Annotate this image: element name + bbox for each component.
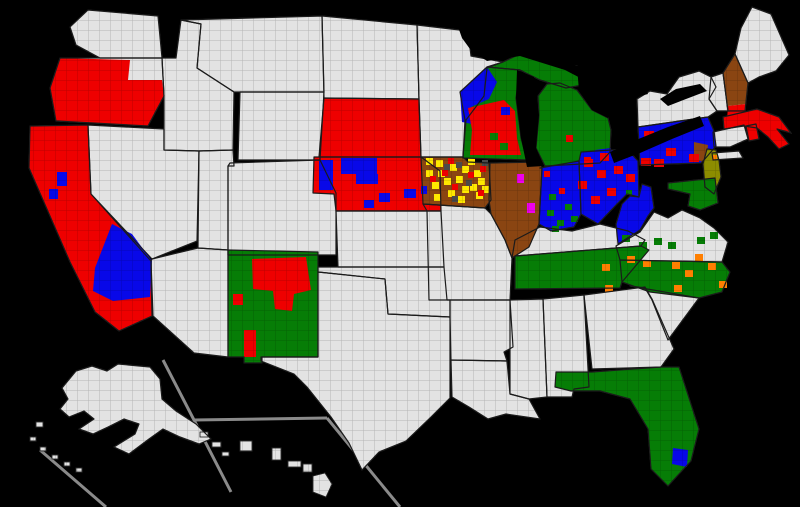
border-louisiana (450, 359, 541, 420)
border-florida (554, 366, 700, 487)
border-hawaii-big-island (312, 472, 333, 498)
border-long-island (711, 150, 744, 161)
border-vermont (708, 72, 729, 112)
alaska-aleutian-divider (39, 448, 107, 507)
border-aleutian-1 (35, 421, 44, 428)
border-pennsylvania (637, 116, 717, 166)
border-connecticut (712, 124, 749, 148)
county-cell (468, 158, 475, 165)
border-hawaii-maui (302, 463, 313, 473)
border-new-hampshire (722, 53, 749, 112)
border-ohio (578, 148, 640, 225)
border-alaska-se-1 (199, 431, 209, 438)
great-lakes (457, 24, 707, 167)
border-alaska (59, 363, 212, 455)
border-hawaii-oahu (271, 447, 282, 461)
border-aleutian-5 (63, 461, 71, 467)
border-mississippi (509, 298, 548, 400)
border-rhode-island (745, 123, 760, 142)
border-texas (260, 271, 451, 471)
border-alaska-se-3 (221, 451, 230, 457)
lake-michigan (516, 70, 544, 167)
border-maryland-delaware (667, 177, 719, 211)
border-aleutian-6 (75, 467, 83, 473)
border-alaska-se-2 (211, 441, 222, 448)
border-aleutian-2 (29, 436, 37, 442)
border-maine (734, 6, 790, 84)
hawaii-top-divider (193, 416, 328, 422)
border-arizona (150, 247, 229, 358)
border-aleutian-3 (39, 446, 47, 452)
lake-superior (457, 24, 590, 83)
border-hawaii-kauai (239, 440, 253, 452)
border-aleutian-4 (51, 454, 59, 460)
border-south-carolina (629, 285, 700, 341)
border-north-carolina (619, 259, 731, 299)
border-west-virginia (615, 183, 655, 245)
border-new-jersey (702, 148, 722, 195)
lake-erie (610, 116, 704, 163)
border-hawaii-molokai (287, 460, 302, 468)
border-new-york (636, 70, 718, 128)
lake-ontario (660, 84, 707, 106)
border-colorado (227, 159, 337, 256)
lake-huron (577, 66, 648, 118)
border-massachusetts (722, 108, 792, 150)
